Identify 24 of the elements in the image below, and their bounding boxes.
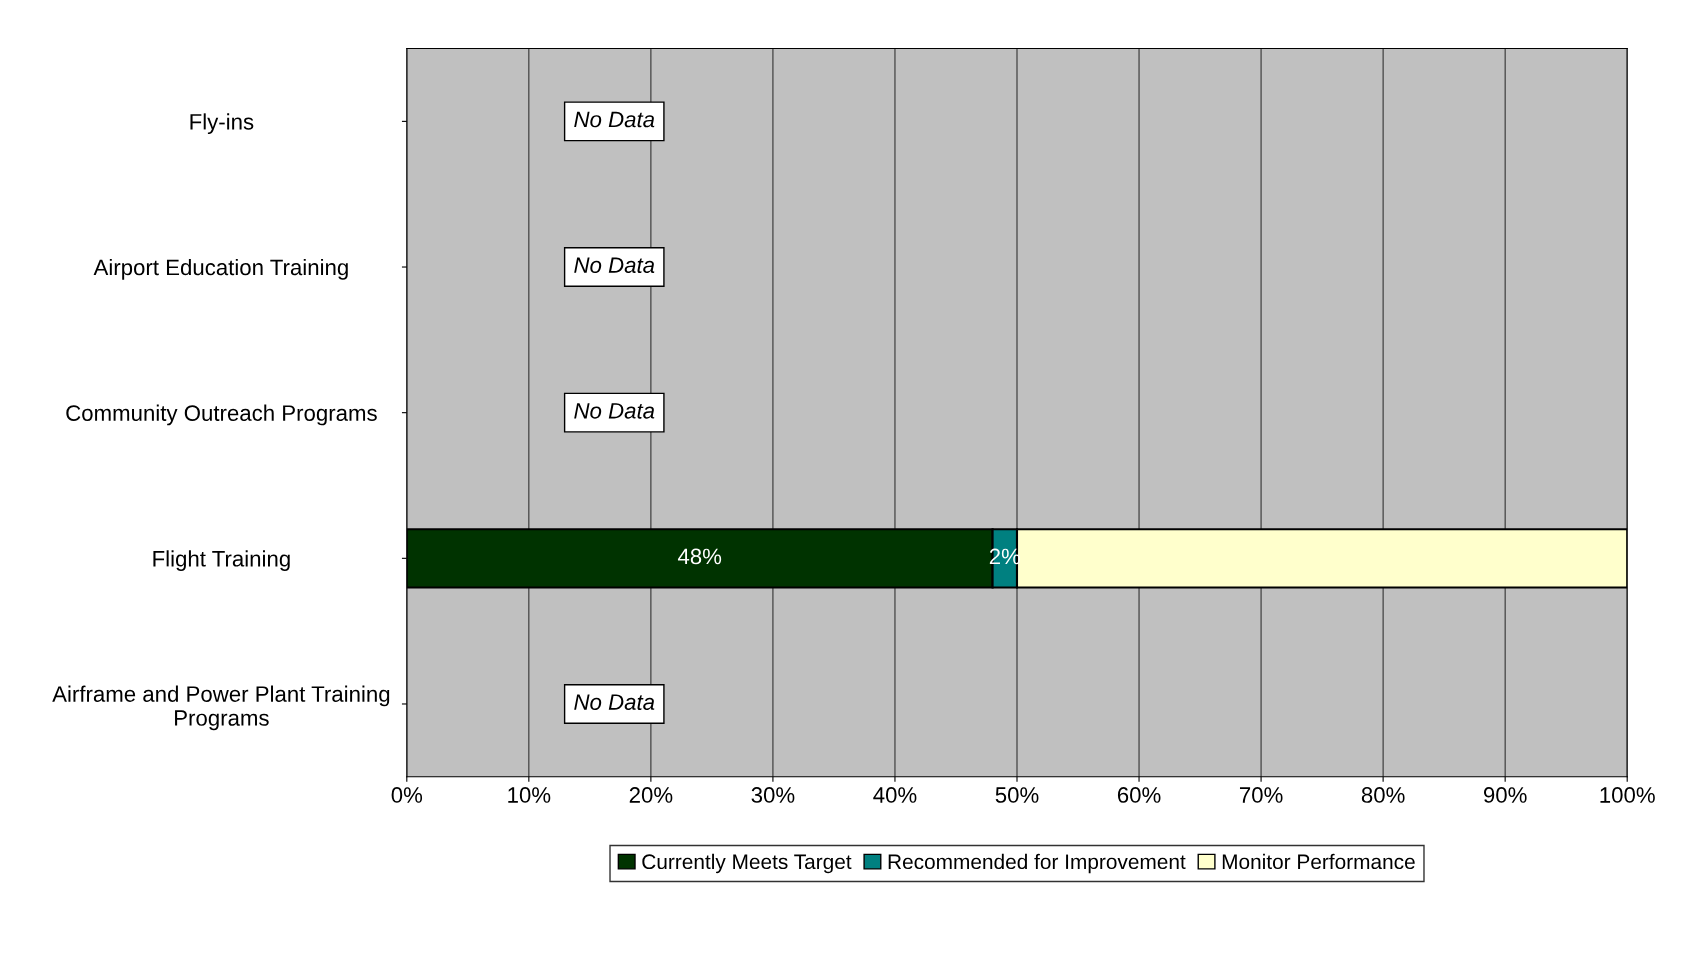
annotation: No Data — [574, 257, 655, 273]
x-tick-label: 70% — [1239, 787, 1283, 803]
x-tick-label: 20% — [629, 787, 673, 803]
data-label: 48% — [677, 548, 722, 565]
x-tick-label: 30% — [751, 787, 795, 803]
legend-label: Recommended for Improvement — [888, 853, 1186, 874]
annotation: No Data — [574, 694, 655, 710]
x-tick-label: 0% — [391, 787, 423, 803]
x-tick-label: 50% — [995, 787, 1039, 803]
x-tick-label: 40% — [873, 787, 917, 803]
y-tick-label: Airframe and Power Plant Training Programs — [52, 685, 390, 731]
x-tick-label: 10% — [508, 787, 551, 803]
y-tick-label: Fly-ins — [190, 113, 254, 135]
x-tick-label: 80% — [1361, 787, 1405, 803]
y-tick-label: Flight Training — [153, 550, 290, 571]
x-tick-label: 90% — [1483, 787, 1527, 803]
x-tick-label: 100% — [1600, 787, 1655, 803]
x-tick-label: 60% — [1117, 787, 1161, 803]
legend-label: Monitor Performance — [1222, 853, 1415, 870]
y-tick-label: Airport Education Training — [93, 258, 348, 280]
y-tick-label: Community Outreach Programs — [66, 404, 377, 426]
annotation: No Data — [574, 403, 655, 419]
annotation: No Data — [574, 111, 655, 128]
legend-label: Currently Meets Target — [642, 853, 852, 874]
